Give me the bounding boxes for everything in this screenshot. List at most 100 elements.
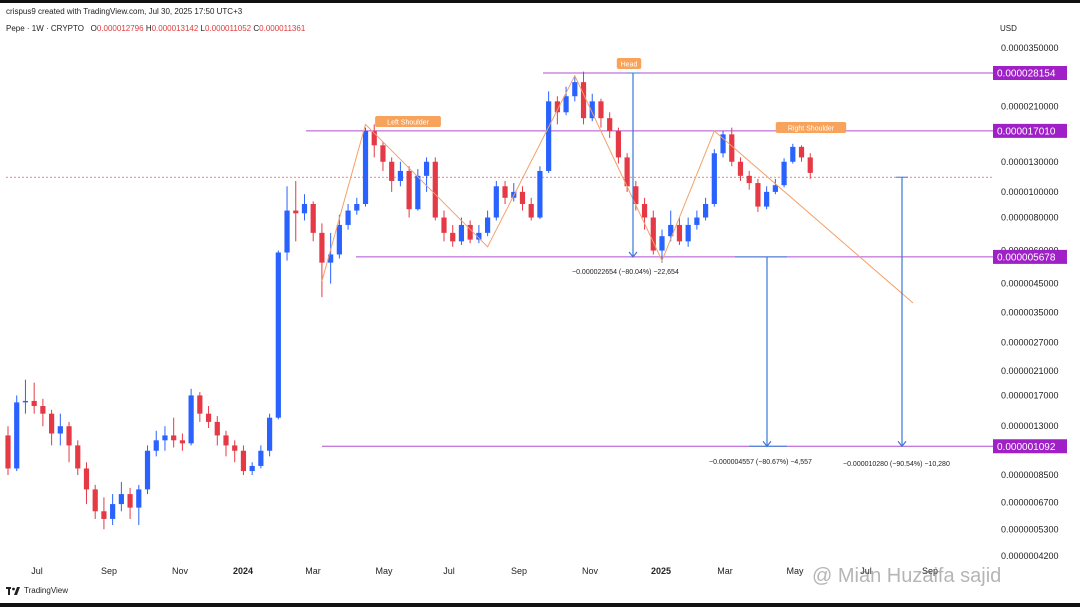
candle-body <box>153 440 159 451</box>
candle-body <box>641 203 648 218</box>
x-tick-label: Jul <box>443 566 455 576</box>
candle-body <box>624 157 630 187</box>
ohlc-open-value: 0.000012796 <box>96 24 144 33</box>
price-tag-bg <box>993 439 1067 454</box>
candle-body <box>5 435 11 469</box>
price-tag-label: 0.000017010 <box>997 126 1056 137</box>
candle-body <box>458 224 465 242</box>
tradingview-label: TradingView <box>24 586 69 595</box>
tradingview-brand: TradingView <box>6 586 68 595</box>
candle-body <box>589 101 595 119</box>
y-tick-label: 0.0000210000 <box>1001 102 1059 112</box>
price-tag-label: 0.000001092 <box>997 442 1056 453</box>
measure-arrow-head-to-neckline-head <box>628 251 638 258</box>
ohlc-close-label: C <box>253 24 260 33</box>
candle-body <box>345 210 351 225</box>
candle-body <box>319 232 325 263</box>
right-shoulder-label-bg <box>775 122 847 133</box>
candle-body <box>807 157 813 173</box>
candle-body <box>668 224 674 237</box>
x-tick-label: Jul <box>31 566 43 576</box>
candle-body <box>415 175 421 210</box>
candle-body <box>502 186 508 198</box>
price-tag-bg <box>993 249 1067 264</box>
y-tick-label: 0.0000080000 <box>1001 213 1059 223</box>
measure-arrow-current-target-head <box>897 440 907 448</box>
ohlc-high-label: H <box>145 24 152 33</box>
candle-body <box>676 224 683 242</box>
candle-body <box>232 445 238 451</box>
candle-body <box>354 203 360 211</box>
price-tag-bg <box>993 123 1067 138</box>
candle-body <box>223 435 229 446</box>
candle-body <box>685 224 691 242</box>
candle-body <box>711 153 717 204</box>
left-shoulder-label: Left Shoulder <box>387 120 429 127</box>
candle-body <box>703 203 709 218</box>
measure-label-3: −0.000010280 (−90.54%) −10,280 <box>843 461 950 468</box>
candle-body <box>240 450 247 472</box>
candle-body <box>179 440 185 444</box>
candle-body <box>572 82 578 97</box>
candle-body <box>83 468 90 490</box>
candle-body <box>127 494 133 508</box>
candle-body <box>275 252 281 418</box>
candle-body <box>249 465 255 472</box>
candle-body <box>49 413 55 434</box>
candle-body <box>598 101 604 119</box>
candle-body <box>528 203 534 218</box>
candle-body <box>790 146 796 162</box>
candle-body <box>485 217 491 233</box>
candle-body <box>432 161 438 218</box>
candle-body <box>110 504 116 519</box>
candle-body <box>450 232 456 242</box>
symbol-name[interactable]: Pepe · 1W · CRYPTO <box>6 24 84 33</box>
candle-body <box>197 395 203 414</box>
candle-body <box>755 183 761 207</box>
candle-body <box>746 175 752 184</box>
candle-body <box>633 186 639 204</box>
x-tick-label: Nov <box>581 566 599 576</box>
x-tick-label: May <box>375 566 393 576</box>
price-tag-bg <box>993 65 1067 80</box>
y-tick-label: 0.0000017000 <box>1001 390 1059 400</box>
head-label-bg <box>616 58 642 69</box>
candle-body <box>136 489 142 508</box>
y-tick-label: 0.0000006700 <box>1001 497 1059 507</box>
candle-body <box>781 161 787 186</box>
y-tick-label: 0.0000130000 <box>1001 157 1059 167</box>
bottom-frame-bar <box>0 603 1080 607</box>
candle-body <box>22 400 29 403</box>
candle-body <box>380 145 386 162</box>
candle-body <box>293 210 299 214</box>
candle-body <box>258 450 264 466</box>
tradingview-logo-icon <box>6 586 20 595</box>
x-tick-label: 2025 <box>650 566 672 576</box>
candle-body <box>92 489 98 512</box>
candle-body <box>406 170 412 210</box>
candle-body <box>519 191 526 204</box>
candle-body <box>205 413 212 422</box>
candle-body <box>188 395 194 444</box>
candle-body <box>554 101 560 113</box>
head-label: Head <box>621 62 638 69</box>
candle-body <box>40 406 46 414</box>
candle-body <box>336 224 342 255</box>
candle-body <box>694 217 700 225</box>
candle-body <box>362 130 369 204</box>
candle-body <box>423 161 430 176</box>
x-tick-label: Nov <box>171 566 189 576</box>
candle-body <box>301 203 308 214</box>
candle-body <box>798 146 805 158</box>
candle-body <box>31 400 37 407</box>
candle-body <box>737 161 744 176</box>
candle-body <box>607 118 613 131</box>
y-tick-label: 0.0000350000 <box>1001 43 1059 53</box>
price-tag-label: 0.000005678 <box>997 252 1056 263</box>
candle-body <box>580 82 587 119</box>
x-tick-label: May <box>786 566 804 576</box>
candle-body <box>284 210 290 253</box>
y-tick-label: 0.0000035000 <box>1001 307 1059 317</box>
y-tick-label: 0.0000027000 <box>1001 337 1059 347</box>
